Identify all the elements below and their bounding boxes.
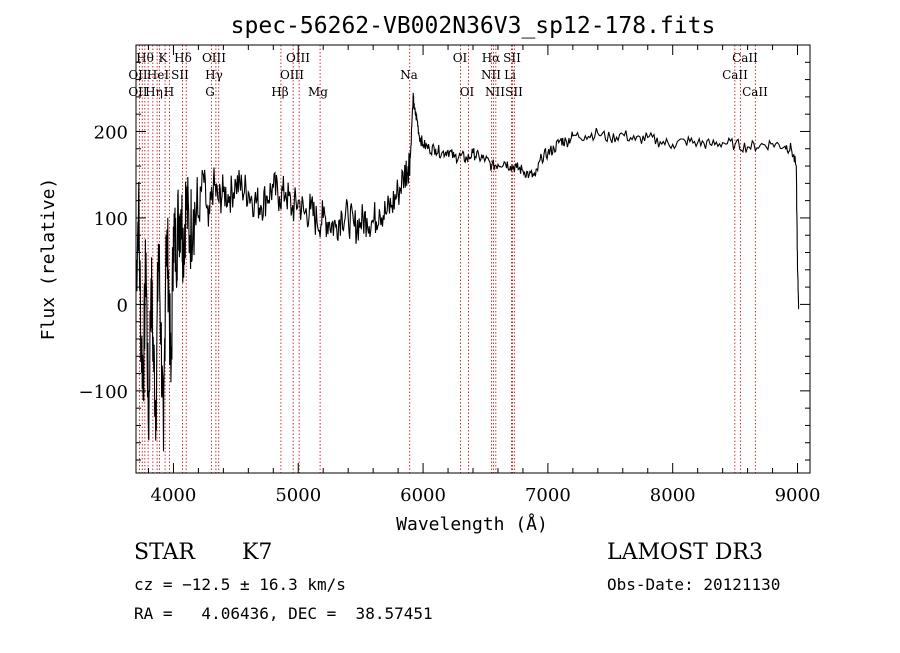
label-h-ca: H [164,85,174,99]
spectrum-series [135,92,800,452]
label-k: K [159,51,169,65]
y-tick-label: 0 [117,295,128,316]
label-na: Na [400,68,418,82]
label-nii-1: NII [481,68,501,82]
spectrum-line [135,92,800,452]
label-sii-2: SII [171,68,189,82]
x-tick-label: 8000 [650,485,696,506]
plot-frame [135,44,811,474]
label-caii-1: CaII [732,51,758,65]
emission-line-labels: Hθ K Hδ OIII OIII OI Hα SII CaII OII HeI… [128,51,768,99]
label-oiii-3: OIII [280,68,304,82]
observation-date: Obs-Date: 20121130 [607,575,780,594]
redshift-readout: cz = −12.5 ± 16.3 km/s [134,575,346,594]
chart-title: spec-56262-VB002N36V3_sp12-178.fits [231,13,716,39]
label-g-band: G [205,85,215,99]
x-axis-label: Wavelength (Å) [396,513,548,535]
x-tick-label: 6000 [400,485,446,506]
label-oi-1: OI [453,51,468,65]
object-class: STAR [134,540,196,565]
label-oii-1: OII [128,68,148,82]
emission-line-markers [138,45,756,473]
y-tick-label: −100 [79,382,128,403]
coordinates-readout: RA = 4.06436, DEC = 38.57451 [134,604,433,623]
label-oi-2: OI [460,85,475,99]
label-caii-2: CaII [722,68,748,82]
label-oiii-2: OIII [286,51,310,65]
label-mg: Mg [308,85,328,99]
x-tick-label: 5000 [275,485,321,506]
y-tick-label: 100 [94,209,128,230]
x-tick-label: 7000 [525,485,571,506]
spectral-subclass: K7 [242,540,272,565]
label-h-gamma: Hγ [205,68,223,82]
y-tick-label: 200 [94,122,128,143]
x-tick-label: 4000 [151,485,197,506]
x-tick-label: 9000 [775,485,821,506]
label-nii-2: NII [485,85,505,99]
label-hei: HeI [147,68,170,82]
label-h-beta: Hβ [271,85,288,99]
y-axis-label: Flux (relative) [38,178,59,341]
label-h-alpha: Hα [482,51,501,65]
axis-ticks: 4000 5000 6000 7000 8000 9000 −100 0 100 200 [79,45,821,506]
label-caii-3: CaII [742,85,768,99]
label-h-theta: Hθ [136,51,154,65]
survey-name: LAMOST DR3 [607,540,763,565]
label-h-delta: Hδ [174,51,192,65]
label-oii-2: OII [128,85,148,99]
label-sii-1: SII [503,51,521,65]
label-h-eta: Hη [145,85,163,99]
label-sii-3: SII [505,85,523,99]
label-li: Li [504,68,516,82]
label-oiii-1: OIII [202,51,226,65]
